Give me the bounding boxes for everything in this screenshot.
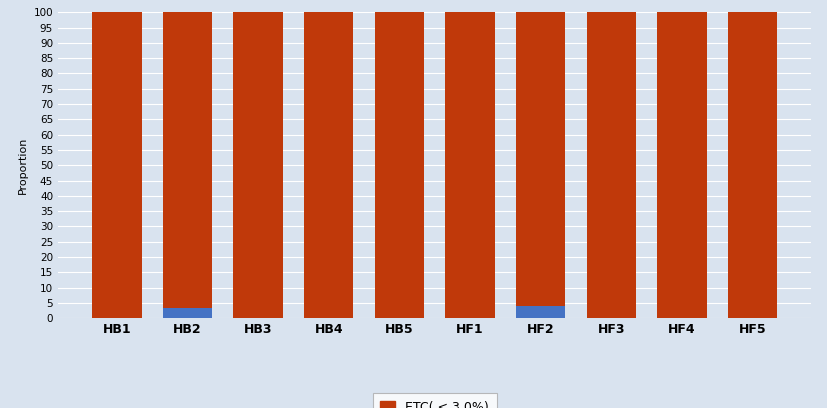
Bar — [657, 12, 705, 318]
Bar — [163, 12, 212, 308]
Bar — [727, 12, 777, 318]
Bar — [375, 12, 423, 318]
Bar — [515, 12, 565, 306]
Legend: ETC( < 3.0%), FJ479518_s: ETC( < 3.0%), FJ479518_s — [372, 393, 496, 408]
Bar — [586, 12, 635, 318]
Bar — [445, 12, 494, 318]
Bar — [233, 12, 283, 318]
Bar — [92, 12, 141, 318]
Bar — [304, 12, 353, 318]
Bar — [515, 306, 565, 318]
Bar — [163, 308, 212, 318]
Y-axis label: Proportion: Proportion — [18, 137, 28, 194]
